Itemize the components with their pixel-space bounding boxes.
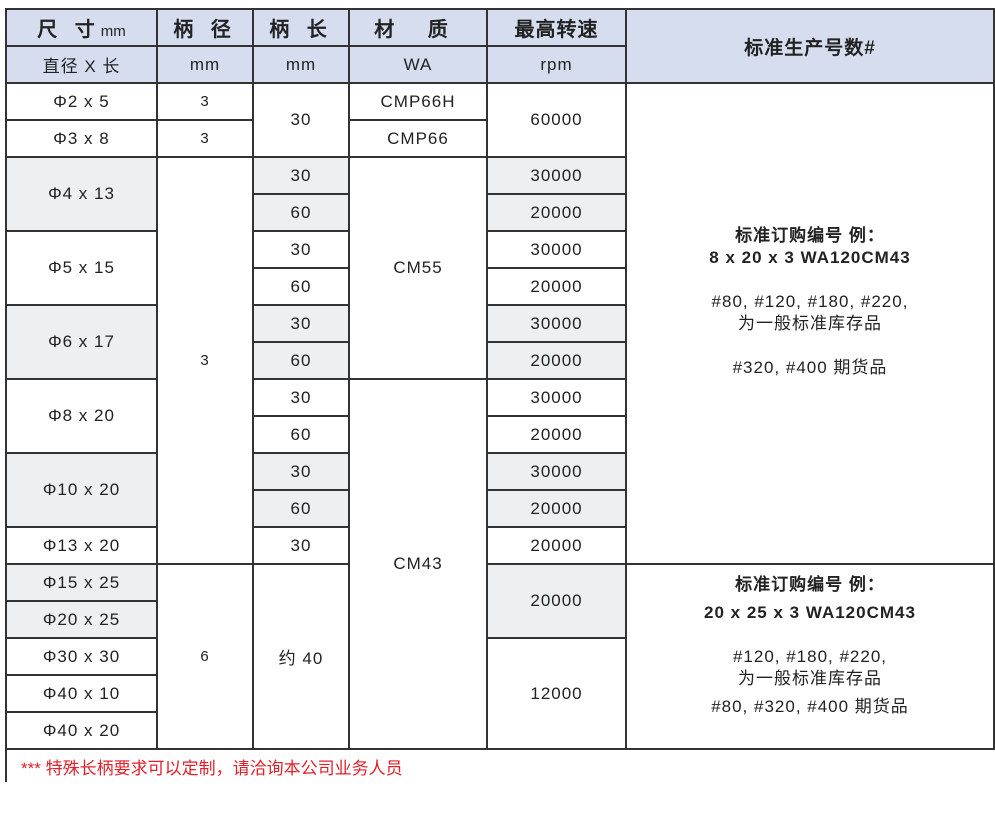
sub-speed: rpm: [486, 45, 627, 84]
shank-len-cell: 30: [252, 452, 350, 491]
shank-dia-cell: 3: [156, 119, 254, 158]
size-cell: Φ30 x 30: [5, 637, 158, 676]
shank-len-cell: 30: [252, 526, 350, 565]
size-cell: Φ20 x 25: [5, 600, 158, 639]
ordering-note-1: 标准订购编号 例： 8 x 20 x 3 WA120CM43 #80, #120,…: [625, 82, 995, 565]
sub-material: WA: [348, 45, 488, 84]
material-cell: CMP66: [348, 119, 488, 158]
material-cell: CM43: [348, 378, 488, 750]
shank-len-cell: 30: [252, 156, 350, 195]
speed-cell: 20000: [486, 341, 627, 380]
size-cell: Φ5 x 15: [5, 230, 158, 306]
shank-len-cell: 约 40: [252, 563, 350, 750]
speed-cell: 30000: [486, 378, 627, 417]
shank-dia-cell: 3: [156, 156, 254, 565]
speed-cell: 30000: [486, 452, 627, 491]
header-grit: 标准生产号数#: [625, 8, 995, 84]
speed-cell: 12000: [486, 637, 627, 750]
speed-cell: 30000: [486, 156, 627, 195]
shank-len-cell: 60: [252, 489, 350, 528]
speed-cell: 20000: [486, 563, 627, 639]
speed-cell: 60000: [486, 82, 627, 158]
shank-len-cell: 60: [252, 415, 350, 454]
size-cell: Φ15 x 25: [5, 563, 158, 602]
speed-cell: 20000: [486, 526, 627, 565]
shank-len-cell: 30: [252, 82, 350, 158]
shank-len-cell: 30: [252, 378, 350, 417]
sub-shank-dia: mm: [156, 45, 254, 84]
shank-len-cell: 60: [252, 193, 350, 232]
shank-len-cell: 60: [252, 341, 350, 380]
shank-len-cell: 30: [252, 230, 350, 269]
size-cell: Φ8 x 20: [5, 378, 158, 454]
header-size: 尺 寸mm: [5, 8, 158, 47]
size-cell: Φ4 x 13: [5, 156, 158, 232]
header-shank-len: 柄 长: [252, 8, 350, 47]
material-cell: CMP66H: [348, 82, 488, 121]
speed-cell: 30000: [486, 230, 627, 269]
speed-cell: 20000: [486, 415, 627, 454]
shank-dia-cell: 6: [156, 563, 254, 750]
speed-cell: 20000: [486, 193, 627, 232]
footer-note: *** 特殊长柄要求可以定制，请洽询本公司业务人员: [5, 748, 994, 782]
size-cell: Φ40 x 10: [5, 674, 158, 713]
speed-cell: 20000: [486, 489, 627, 528]
size-cell: Φ3 x 8: [5, 119, 158, 158]
shank-len-cell: 30: [252, 304, 350, 343]
size-cell: Φ13 x 20: [5, 526, 158, 565]
speed-cell: 20000: [486, 267, 627, 306]
header-material: 材 质: [348, 8, 488, 47]
shank-dia-cell: 3: [156, 82, 254, 121]
header-shank-dia: 柄 径: [156, 8, 254, 47]
material-cell: CM55: [348, 156, 488, 380]
size-cell: Φ2 x 5: [5, 82, 158, 121]
ordering-note-2: 标准订购编号 例： 20 x 25 x 3 WA120CM43 #120, #18…: [625, 563, 995, 750]
size-cell: Φ40 x 20: [5, 711, 158, 750]
speed-cell: 30000: [486, 304, 627, 343]
size-cell: Φ6 x 17: [5, 304, 158, 380]
spec-table: 尺 寸mm 柄 径 柄 长 材 质 最高转速 标准生产号数# 直径 X 长 mm…: [5, 8, 995, 782]
sub-size: 直径 X 长: [5, 45, 158, 84]
shank-len-cell: 60: [252, 267, 350, 306]
size-cell: Φ10 x 20: [5, 452, 158, 528]
sub-shank-len: mm: [252, 45, 350, 84]
header-max-speed: 最高转速: [486, 8, 627, 47]
